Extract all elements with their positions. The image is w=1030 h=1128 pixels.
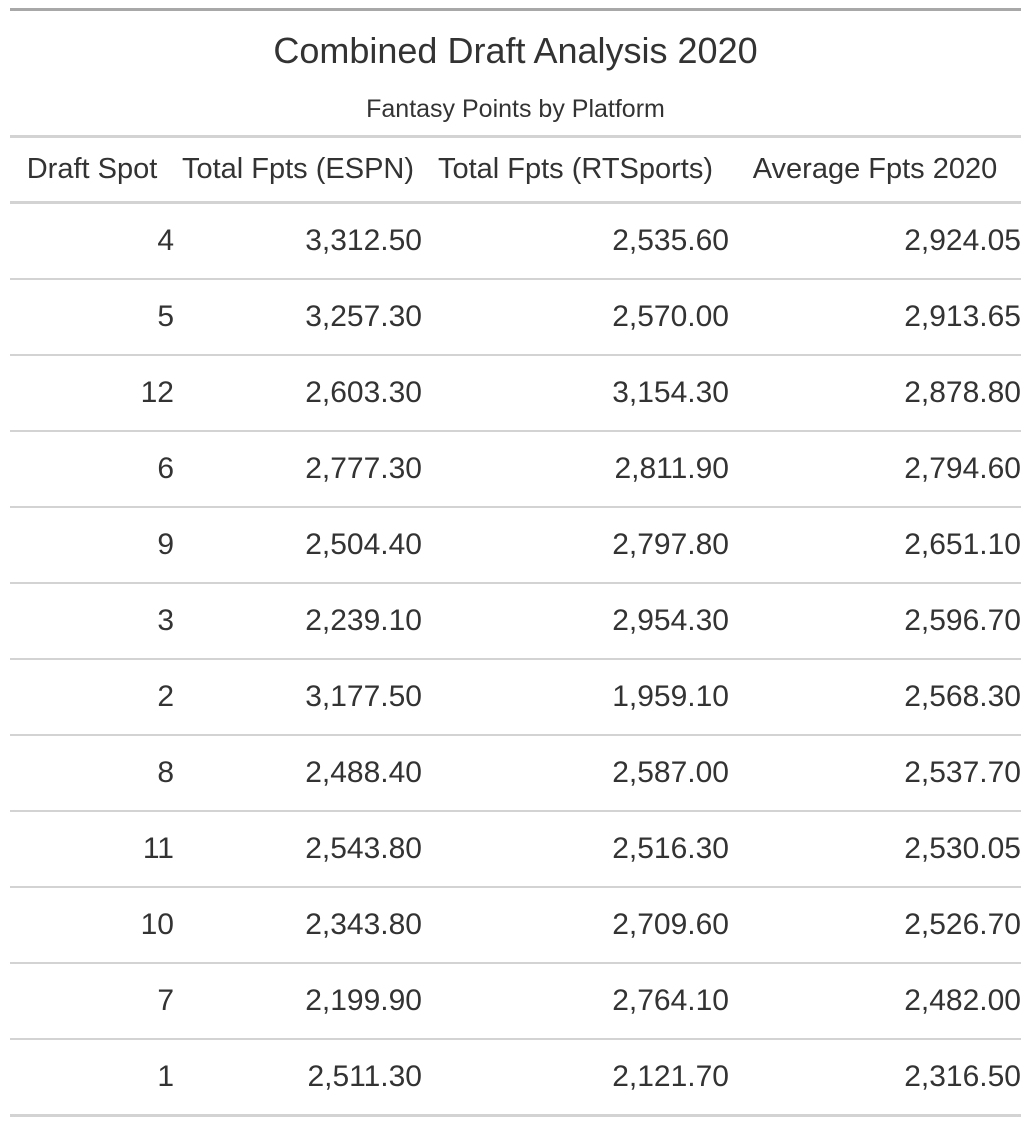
rtsports-fpts-cell: 2,764.10 (422, 963, 729, 1040)
table-row: 7 2,199.90 2,764.10 2,482.00 (10, 963, 1021, 1040)
table-row: 11 2,543.80 2,516.30 2,530.05 (10, 811, 1021, 888)
average-fpts-cell: 2,651.10 (729, 507, 1021, 584)
table-header: Draft Spot Total Fpts (ESPN) Total Fpts … (10, 138, 1021, 204)
espn-fpts-cell: 2,504.40 (174, 507, 422, 584)
average-fpts-cell: 2,596.70 (729, 583, 1021, 660)
column-header-total-fpts-espn: Total Fpts (ESPN) (174, 138, 422, 204)
draft-spot-cell: 10 (10, 887, 174, 964)
table-row: 12 2,603.30 3,154.30 2,878.80 (10, 355, 1021, 432)
column-header-average-fpts: Average Fpts 2020 (729, 138, 1021, 204)
column-header-draft-spot: Draft Spot (10, 138, 174, 204)
espn-fpts-cell: 2,777.30 (174, 431, 422, 508)
data-table: Combined Draft Analysis 2020 Fantasy Poi… (10, 8, 1021, 1117)
espn-fpts-cell: 3,257.30 (174, 279, 422, 356)
average-fpts-cell: 2,537.70 (729, 735, 1021, 812)
table-title: Combined Draft Analysis 2020 (273, 30, 758, 71)
average-fpts-cell: 2,924.05 (729, 202, 1021, 280)
table-row: 5 3,257.30 2,570.00 2,913.65 (10, 279, 1021, 356)
table-row: 6 2,777.30 2,811.90 2,794.60 (10, 431, 1021, 508)
table-row: 2 3,177.50 1,959.10 2,568.30 (10, 659, 1021, 736)
average-fpts-cell: 2,482.00 (729, 963, 1021, 1040)
espn-fpts-cell: 2,488.40 (174, 735, 422, 812)
espn-fpts-cell: 2,603.30 (174, 355, 422, 432)
draft-spot-cell: 3 (10, 583, 174, 660)
table-subtitle: Fantasy Points by Platform (366, 95, 665, 123)
average-fpts-cell: 2,878.80 (729, 355, 1021, 432)
average-fpts-cell: 2,794.60 (729, 431, 1021, 508)
draft-spot-cell: 1 (10, 1039, 174, 1117)
table-row: 4 3,312.50 2,535.60 2,924.05 (10, 202, 1021, 280)
espn-fpts-cell: 2,239.10 (174, 583, 422, 660)
average-fpts-cell: 2,530.05 (729, 811, 1021, 888)
table-row: 10 2,343.80 2,709.60 2,526.70 (10, 887, 1021, 964)
table-row: 3 2,239.10 2,954.30 2,596.70 (10, 583, 1021, 660)
rtsports-fpts-cell: 2,535.60 (422, 202, 729, 280)
draft-spot-cell: 8 (10, 735, 174, 812)
draft-table: Draft Spot Total Fpts (ESPN) Total Fpts … (10, 138, 1021, 1117)
table-row: 8 2,488.40 2,587.00 2,537.70 (10, 735, 1021, 812)
table-top-rule (10, 8, 1021, 11)
header-top-rule (10, 135, 1021, 138)
table-row: 9 2,504.40 2,797.80 2,651.10 (10, 507, 1021, 584)
rtsports-fpts-cell: 2,709.60 (422, 887, 729, 964)
draft-spot-cell: 4 (10, 202, 174, 280)
rtsports-fpts-cell: 2,811.90 (422, 431, 729, 508)
rtsports-fpts-cell: 2,570.00 (422, 279, 729, 356)
rtsports-fpts-cell: 1,959.10 (422, 659, 729, 736)
average-fpts-cell: 2,568.30 (729, 659, 1021, 736)
draft-spot-cell: 6 (10, 431, 174, 508)
column-header-total-fpts-rtsports: Total Fpts (RTSports) (422, 138, 729, 204)
espn-fpts-cell: 2,511.30 (174, 1039, 422, 1117)
draft-spot-cell: 9 (10, 507, 174, 584)
draft-spot-cell: 5 (10, 279, 174, 356)
table-body: 4 3,312.50 2,535.60 2,924.05 5 3,257.30 2,570.… (10, 202, 1021, 1117)
espn-fpts-cell: 2,199.90 (174, 963, 422, 1040)
rtsports-fpts-cell: 2,587.00 (422, 735, 729, 812)
espn-fpts-cell: 2,343.80 (174, 887, 422, 964)
rtsports-fpts-cell: 3,154.30 (422, 355, 729, 432)
espn-fpts-cell: 3,312.50 (174, 202, 422, 280)
average-fpts-cell: 2,913.65 (729, 279, 1021, 356)
draft-spot-cell: 11 (10, 811, 174, 888)
draft-spot-cell: 7 (10, 963, 174, 1040)
draft-spot-cell: 12 (10, 355, 174, 432)
average-fpts-cell: 2,316.50 (729, 1039, 1021, 1117)
rtsports-fpts-cell: 2,954.30 (422, 583, 729, 660)
rtsports-fpts-cell: 2,516.30 (422, 811, 729, 888)
average-fpts-cell: 2,526.70 (729, 887, 1021, 964)
header-row: Draft Spot Total Fpts (ESPN) Total Fpts … (10, 138, 1021, 204)
draft-spot-cell: 2 (10, 659, 174, 736)
espn-fpts-cell: 3,177.50 (174, 659, 422, 736)
rtsports-fpts-cell: 2,121.70 (422, 1039, 729, 1117)
table-row: 1 2,511.30 2,121.70 2,316.50 (10, 1039, 1021, 1117)
rtsports-fpts-cell: 2,797.80 (422, 507, 729, 584)
espn-fpts-cell: 2,543.80 (174, 811, 422, 888)
